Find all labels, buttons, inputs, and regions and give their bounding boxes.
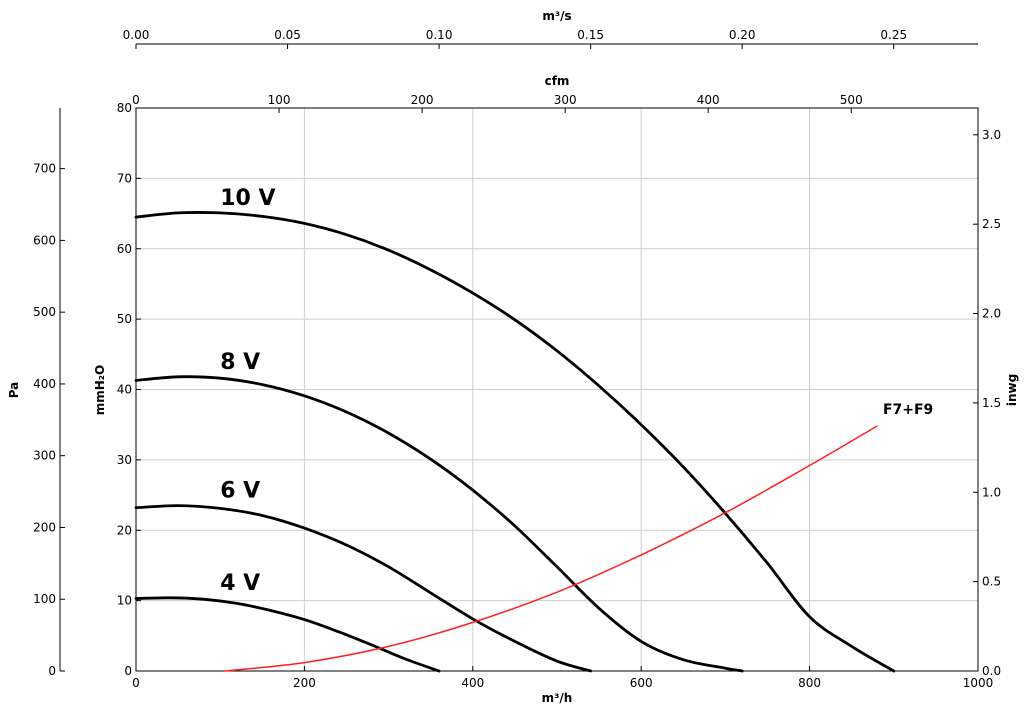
series-label-10-v: 10 V [220, 186, 275, 211]
tick-label-inwg: 1.5 [982, 396, 1001, 410]
tick-label-pa: 200 [33, 520, 56, 534]
tick-label-inwg: 1.0 [982, 485, 1001, 499]
axis-title-m3h: m³/h [542, 691, 573, 705]
series-line-8-v [134, 375, 744, 673]
tick-label-m3h: 800 [798, 676, 821, 690]
tick-label-cfm: 400 [697, 93, 720, 107]
tick-label-mmh2o: 60 [117, 242, 132, 256]
tick-label-pa: 400 [33, 377, 56, 391]
tick-label-inwg: 0.0 [982, 664, 1001, 678]
tick-label-m3s: 0.15 [577, 28, 604, 42]
tick-label-cfm: 100 [268, 93, 291, 107]
series-curves [134, 211, 896, 673]
axis-title-cfm: cfm [545, 74, 570, 88]
axis-title-pa: Pa [7, 382, 21, 399]
tick-label-m3h: 1000 [963, 676, 994, 690]
tick-label-pa: 600 [33, 233, 56, 247]
tick-label-inwg: 2.5 [982, 217, 1001, 231]
axis-title-inwg: inwg [1005, 374, 1019, 406]
tick-label-mmh2o: 0 [124, 664, 132, 678]
tick-label-mmh2o: 40 [117, 383, 132, 397]
tick-label-cfm: 500 [840, 93, 863, 107]
series-label-4-v: 4 V [220, 571, 260, 596]
grid-lines [136, 108, 978, 671]
tick-label-m3h: 0 [132, 676, 140, 690]
tick-label-mmh2o: 80 [117, 101, 132, 115]
tick-label-m3s: 0.25 [880, 28, 907, 42]
tick-label-m3h: 400 [461, 676, 484, 690]
tick-label-m3h: 600 [630, 676, 653, 690]
tick-label-cfm: 0 [132, 93, 140, 107]
series-line-6-v [134, 504, 593, 673]
tick-label-inwg: 2.0 [982, 307, 1001, 321]
tick-label-pa: 100 [33, 592, 56, 606]
tick-label-m3s: 0.00 [123, 28, 150, 42]
tick-label-cfm: 200 [411, 93, 434, 107]
tick-label-pa: 300 [33, 449, 56, 463]
tick-label-cfm: 300 [554, 93, 577, 107]
tick-label-mmh2o: 70 [117, 171, 132, 185]
tick-label-mmh2o: 10 [117, 594, 132, 608]
tick-label-pa: 700 [33, 162, 56, 176]
series-line-4-v [134, 596, 441, 673]
series-label-f7-f9: F7+F9 [883, 402, 933, 418]
series-label-8-v: 8 V [220, 350, 260, 375]
tick-label-pa: 500 [33, 305, 56, 319]
tick-label-mmh2o: 30 [117, 453, 132, 467]
tick-label-m3s: 0.05 [274, 28, 301, 42]
tick-label-inwg: 3.0 [982, 128, 1001, 142]
tick-label-inwg: 0.5 [982, 575, 1001, 589]
tick-label-mmh2o: 50 [117, 312, 132, 326]
curve-labels: 10 V 8 V 6 V 4 V F7+F9 [220, 186, 933, 596]
series-line-10-v [134, 211, 896, 673]
axis-title-m3s: m³/s [542, 9, 571, 23]
series-line-f7-f9 [223, 425, 878, 672]
tick-label-m3s: 0.20 [729, 28, 756, 42]
tick-label-mmh2o: 20 [117, 523, 132, 537]
tick-label-m3s: 0.10 [426, 28, 453, 42]
axis-title-mmh2o: mmH₂O [93, 365, 107, 416]
series-label-6-v: 6 V [220, 479, 260, 504]
tick-label-pa: 0 [48, 664, 56, 678]
tick-label-m3h: 200 [293, 676, 316, 690]
